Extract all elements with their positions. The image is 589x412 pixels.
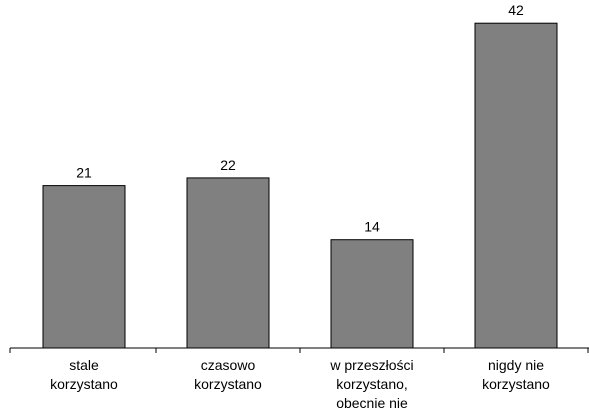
category-label-line: czasowo xyxy=(201,357,256,373)
value-label-0: 21 xyxy=(76,165,92,181)
category-label-line: korzystano, xyxy=(336,376,408,392)
value-label-2: 14 xyxy=(364,219,380,235)
bar-1 xyxy=(186,177,270,349)
category-labels-group: stale korzystano czasowo korzystano w przesz… xyxy=(50,357,550,411)
category-label-line: obecnie nie xyxy=(336,395,408,411)
category-label-3: nigdy nie korzystano xyxy=(482,357,550,392)
category-label-line: nigdy nie xyxy=(488,357,544,373)
category-label-line: korzystano xyxy=(482,376,550,392)
category-label-line: korzystano xyxy=(194,376,262,392)
category-label-line: korzystano xyxy=(50,376,118,392)
category-label-0: stale korzystano xyxy=(50,357,118,392)
bars-group xyxy=(42,22,558,349)
bar-3 xyxy=(474,22,558,349)
value-labels-group: 21 22 14 42 xyxy=(76,2,524,235)
category-label-2: w przeszłości korzystano, obecnie nie xyxy=(329,357,413,411)
bar-0 xyxy=(42,185,126,349)
value-label-1: 22 xyxy=(220,157,236,173)
category-label-line: w przeszłości xyxy=(329,357,413,373)
bar-2 xyxy=(330,239,414,349)
category-label-line: stale xyxy=(69,357,99,373)
category-label-1: czasowo korzystano xyxy=(194,357,262,392)
value-label-3: 42 xyxy=(508,2,524,18)
x-axis xyxy=(9,347,589,353)
